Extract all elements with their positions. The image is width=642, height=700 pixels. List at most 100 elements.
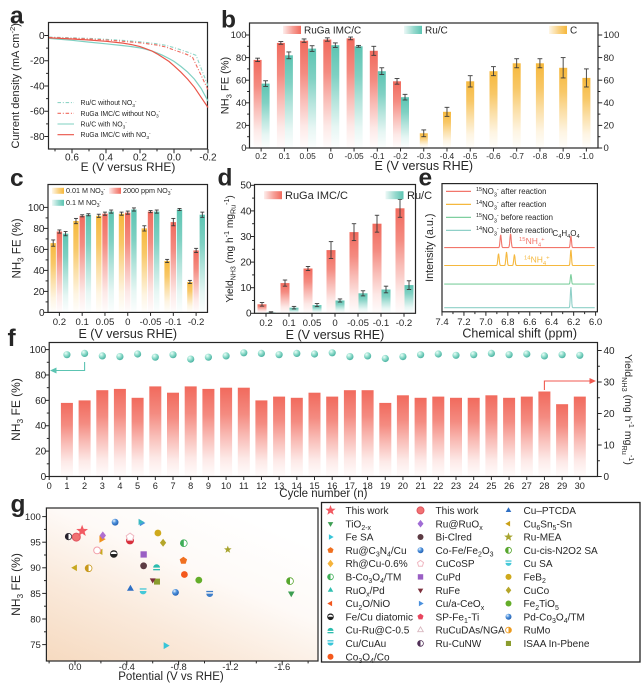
svg-text:Ru-CuNW: Ru-CuNW	[436, 639, 482, 650]
svg-text:80: 80	[236, 53, 247, 64]
svg-text:-0.5: -0.5	[463, 151, 478, 161]
svg-text:7: 7	[170, 481, 175, 491]
svg-text:4: 4	[117, 481, 122, 491]
svg-text:Fe/Cu diatomic: Fe/Cu diatomic	[346, 612, 414, 623]
svg-text:0: 0	[332, 318, 337, 329]
svg-text:2000 ppm NO3-: 2000 ppm NO3-	[123, 186, 173, 197]
svg-text:E (V versus RHE): E (V versus RHE)	[81, 160, 176, 174]
svg-text:9: 9	[206, 481, 211, 491]
svg-text:20: 20	[398, 481, 408, 491]
svg-text:0.1: 0.1	[282, 318, 295, 329]
svg-text:15NO3- before reaction: 15NO3- before reaction	[476, 213, 553, 224]
svg-text:95: 95	[30, 538, 41, 549]
svg-text:0.1: 0.1	[279, 151, 291, 161]
svg-text:-0.8: -0.8	[533, 151, 548, 161]
svg-text:0.0: 0.0	[68, 661, 81, 672]
svg-text:C4H4O4: C4H4O4	[552, 229, 579, 240]
svg-text:30: 30	[604, 377, 616, 388]
svg-text:ISAA In-Pbene: ISAA In-Pbene	[524, 639, 590, 650]
svg-text:This work: This work	[436, 506, 480, 517]
svg-text:40: 40	[604, 346, 616, 357]
svg-text:10: 10	[240, 283, 252, 294]
svg-text:Ru@RuOx: Ru@RuOx	[436, 519, 484, 532]
svg-text:29: 29	[557, 481, 567, 491]
svg-text:40: 40	[240, 206, 252, 217]
svg-text:E (V versus RHE): E (V versus RHE)	[374, 159, 473, 173]
svg-text:0.6: 0.6	[65, 153, 79, 164]
svg-text:0.2: 0.2	[133, 153, 147, 164]
svg-text:6.4: 6.4	[545, 317, 559, 328]
svg-text:75: 75	[30, 640, 41, 651]
svg-text:Cu/a-CeOx: Cu/a-CeOx	[436, 599, 485, 612]
svg-text:SP-Fe1-Ti: SP-Fe1-Ti	[436, 612, 480, 625]
svg-text:80: 80	[604, 53, 615, 64]
svg-text:0: 0	[241, 143, 246, 154]
svg-text:d: d	[218, 165, 233, 192]
svg-text:80: 80	[35, 370, 47, 381]
svg-text:0: 0	[604, 143, 609, 154]
svg-text:10: 10	[604, 440, 616, 451]
svg-text:85: 85	[30, 589, 41, 600]
svg-text:RuGa IMC/C without NO3-: RuGa IMC/C without NO3-	[81, 110, 161, 119]
svg-text:20: 20	[35, 447, 47, 458]
svg-text:-0.3: -0.3	[417, 151, 432, 161]
svg-text:g: g	[11, 491, 26, 518]
svg-text:0: 0	[39, 308, 45, 319]
svg-text:21: 21	[415, 481, 425, 491]
svg-text:-0.2: -0.2	[396, 318, 413, 329]
svg-text:YieldNH3 (mg h-1 mgRu-1): YieldNH3 (mg h-1 mgRu-1)	[620, 354, 636, 465]
svg-text:-0.1: -0.1	[373, 318, 390, 329]
svg-text:40: 40	[604, 98, 615, 109]
svg-text:Bi-Clred: Bi-Clred	[436, 533, 472, 544]
svg-text:14NH4+: 14NH4+	[524, 255, 550, 267]
svg-text:22: 22	[433, 481, 443, 491]
svg-text:0.1 M NO3-: 0.1 M NO3-	[66, 198, 102, 209]
svg-text:24: 24	[469, 481, 479, 491]
svg-text:10: 10	[221, 481, 231, 491]
svg-text:50: 50	[240, 181, 252, 192]
svg-text:RuFe: RuFe	[436, 586, 461, 597]
svg-text:Ru/C with NO3-: Ru/C with NO3-	[81, 121, 128, 130]
svg-text:-60: -60	[30, 107, 45, 118]
svg-text:0.0: 0.0	[167, 153, 181, 164]
svg-text:100: 100	[25, 512, 41, 523]
svg-text:0.01 M NO3-: 0.01 M NO3-	[66, 186, 106, 197]
svg-text:Cu-Ru@C-0.5: Cu-Ru@C-0.5	[346, 626, 410, 637]
svg-text:14NO3- before reaction: 14NO3- before reaction	[476, 226, 553, 237]
svg-text:15NO3- after reaction: 15NO3- after reaction	[476, 187, 546, 198]
svg-text:B-Co3O4/TM: B-Co3O4/TM	[346, 573, 402, 586]
svg-text:0.05: 0.05	[303, 318, 322, 329]
svg-text:Pd-Co3O4/TM: Pd-Co3O4/TM	[524, 612, 585, 625]
svg-text:Intensity (a.u.): Intensity (a.u.)	[424, 213, 436, 281]
svg-text:80: 80	[30, 614, 41, 625]
svg-text:E (V versus RHE): E (V versus RHE)	[78, 327, 177, 341]
svg-text:e: e	[419, 165, 433, 192]
svg-text:-0.2: -0.2	[188, 317, 205, 328]
svg-text:Cu-cis-N2O2 SA: Cu-cis-N2O2 SA	[524, 546, 599, 557]
svg-text:16: 16	[327, 481, 337, 491]
svg-text:17: 17	[345, 481, 355, 491]
svg-text:-0.4: -0.4	[119, 661, 135, 672]
svg-text:6: 6	[153, 481, 158, 491]
svg-text:Co-Fe/Fe2O3: Co-Fe/Fe2O3	[436, 546, 494, 559]
svg-text:1: 1	[64, 481, 69, 491]
svg-text:0: 0	[41, 472, 47, 483]
svg-text:Potential (V vs RHE): Potential (V vs RHE)	[118, 671, 224, 683]
svg-text:TiO2-x: TiO2-x	[346, 519, 372, 532]
svg-text:7.4: 7.4	[435, 317, 449, 328]
svg-text:-0.6: -0.6	[486, 151, 501, 161]
svg-text:Cu6Sn5-Sn: Cu6Sn5-Sn	[524, 519, 573, 532]
svg-text:Cu–PTCDA: Cu–PTCDA	[524, 506, 577, 517]
svg-text:0.05: 0.05	[299, 151, 316, 161]
svg-text:100: 100	[30, 345, 47, 356]
svg-text:15: 15	[309, 481, 319, 491]
svg-text:40: 40	[35, 421, 47, 432]
svg-text:-0.7: -0.7	[509, 151, 524, 161]
svg-text:40: 40	[33, 266, 45, 277]
svg-text:2: 2	[82, 481, 87, 491]
svg-text:5: 5	[135, 481, 140, 491]
svg-text:60: 60	[33, 245, 45, 256]
svg-text:-1.6: -1.6	[274, 661, 290, 672]
svg-text:27: 27	[522, 481, 532, 491]
svg-text:18: 18	[362, 481, 372, 491]
